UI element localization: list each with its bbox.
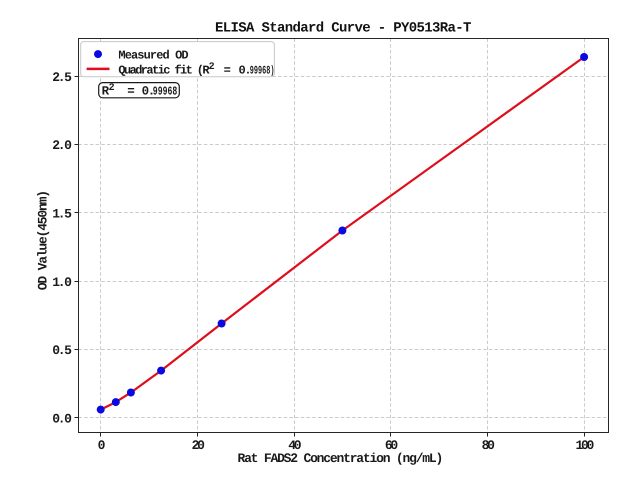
svg-text:2: 2 <box>109 83 115 94</box>
svg-text:R: R <box>102 84 110 98</box>
svg-text:2: 2 <box>209 62 215 73</box>
svg-text:99968): 99968) <box>250 64 275 77</box>
svg-text:0.: 0. <box>239 63 251 77</box>
svg-text:Rat FADS2 Concentration (ng/mL: Rat FADS2 Concentration (ng/mL) <box>237 451 442 466</box>
svg-text:0: 0 <box>98 438 106 453</box>
svg-text:100: 100 <box>576 438 595 453</box>
svg-text:0.: 0. <box>142 84 154 98</box>
svg-text:1.0: 1.0 <box>52 275 72 290</box>
svg-text:0.5: 0.5 <box>52 343 72 358</box>
svg-text:=: = <box>224 63 231 77</box>
svg-text:Measured OD: Measured OD <box>118 49 188 63</box>
svg-text:1.5: 1.5 <box>52 207 72 222</box>
svg-text:99968: 99968 <box>153 84 178 98</box>
svg-text:OD Value(450nm): OD Value(450nm) <box>36 191 51 290</box>
svg-text:ELISA Standard Curve - PY0513R: ELISA Standard Curve - PY0513Ra-T <box>215 21 471 37</box>
svg-text:Quadratic fit (R: Quadratic fit (R <box>118 63 210 77</box>
svg-text:2.0: 2.0 <box>52 138 72 153</box>
svg-text:=: = <box>127 84 135 98</box>
svg-text:0.0: 0.0 <box>52 412 72 427</box>
svg-text:2.5: 2.5 <box>52 70 72 85</box>
